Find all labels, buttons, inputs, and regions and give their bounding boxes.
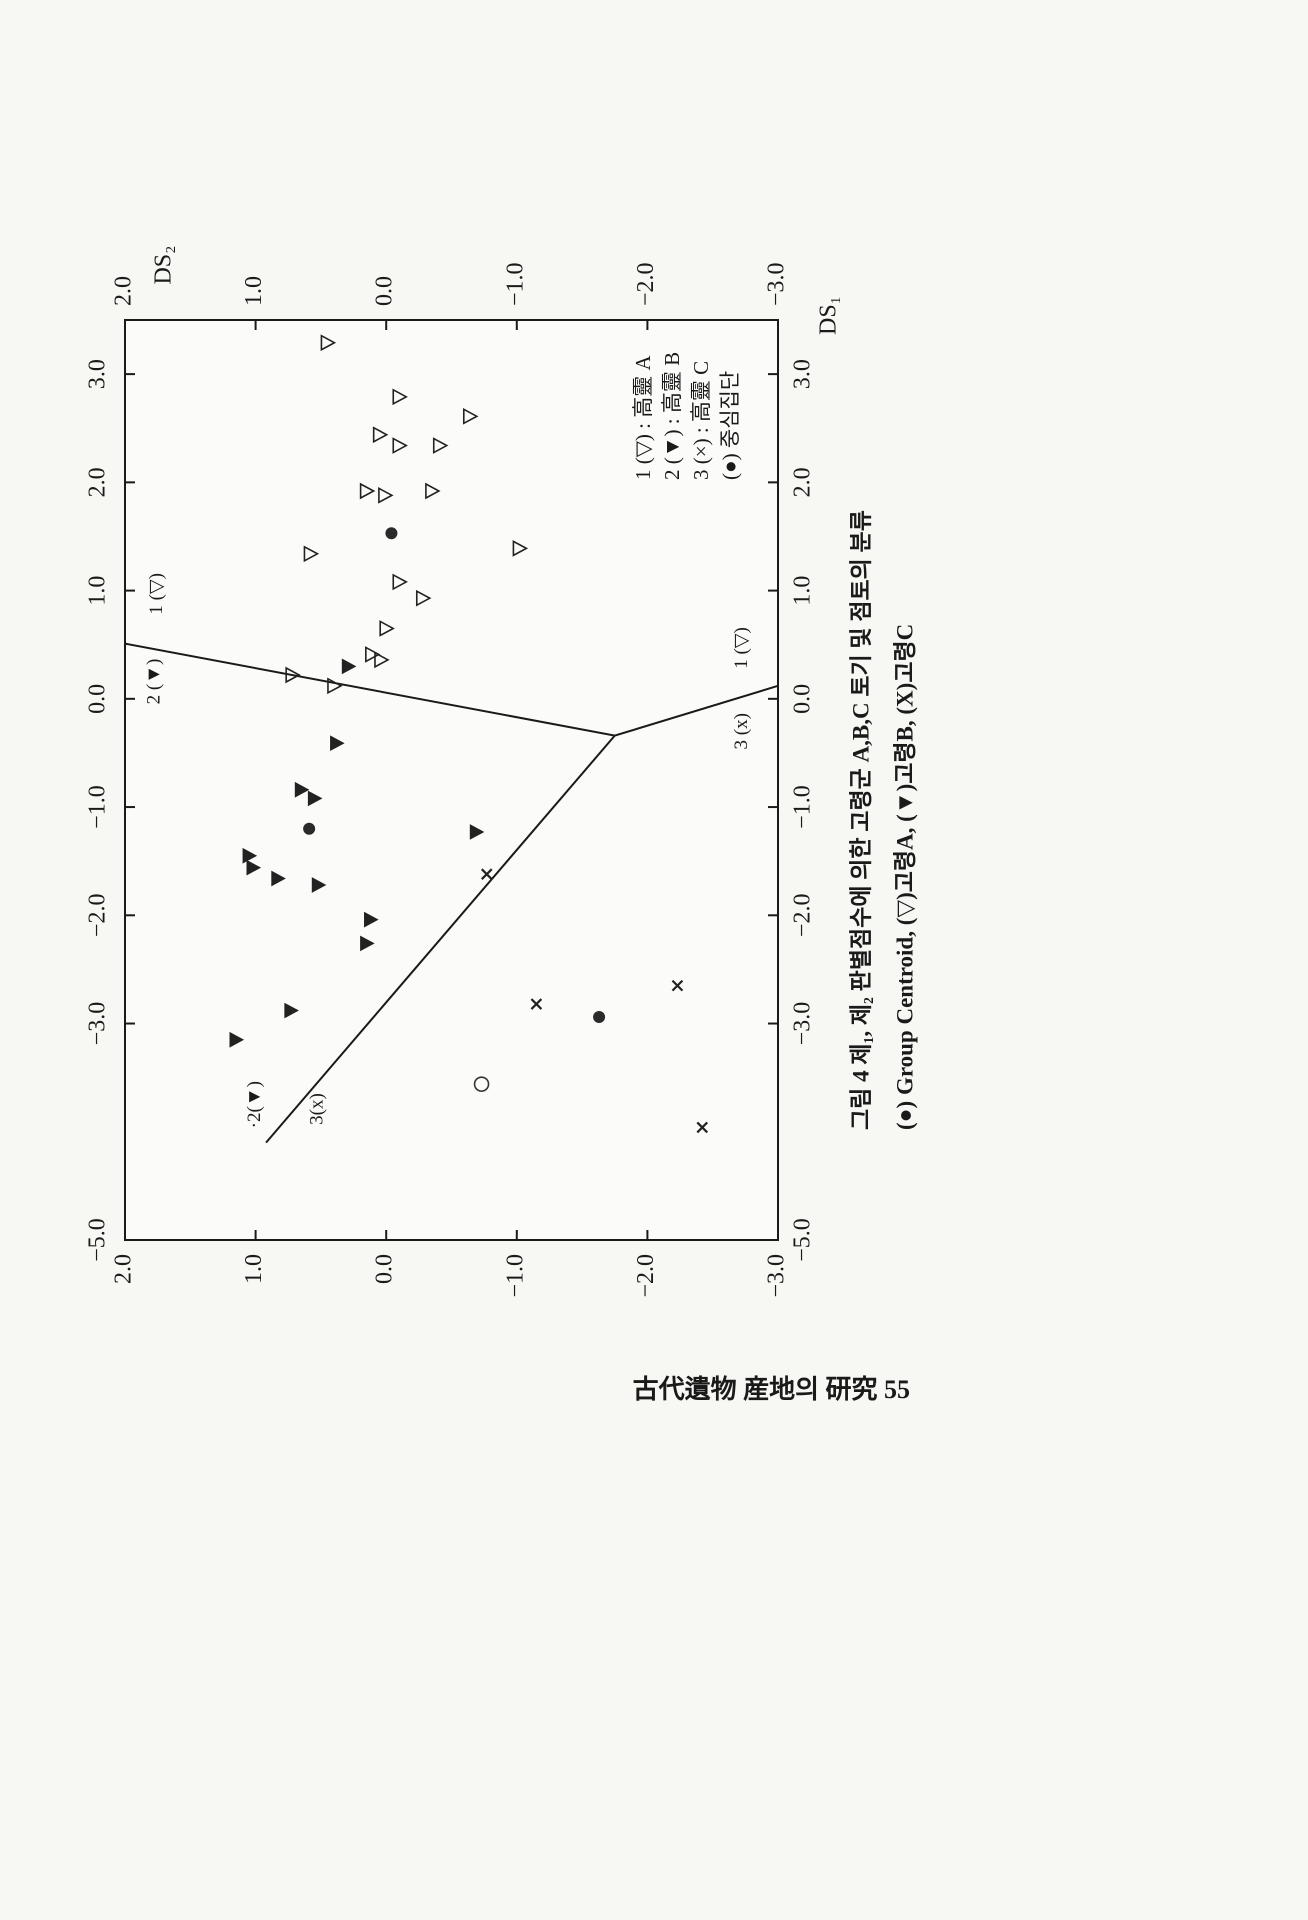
x-tick-label: 2.0 <box>790 467 816 497</box>
point <box>392 573 408 591</box>
point <box>311 877 327 893</box>
x-tick-label: −1.0 <box>85 785 111 829</box>
point <box>320 334 337 352</box>
territory-boundary <box>265 734 616 1144</box>
region-label: 1 (▽) <box>146 573 167 615</box>
point <box>341 658 357 675</box>
point <box>473 1076 490 1092</box>
legend-entry: 1 (▽) : 高靈 A <box>631 355 655 480</box>
x-tick-label: −3.0 <box>790 1002 816 1046</box>
point <box>469 824 485 840</box>
region-label: 2 (▼) <box>143 659 164 705</box>
point <box>432 437 449 454</box>
x-axis-title: DS₁ <box>816 296 842 335</box>
region-label: ·2(▼) <box>244 1081 265 1128</box>
x-tick-label: 2.0 <box>85 467 111 497</box>
point <box>425 482 441 500</box>
x-tick-label: −5.0 <box>85 1218 111 1262</box>
centroid <box>303 822 316 835</box>
region-label: 3 (x) <box>731 713 752 749</box>
point <box>392 437 408 454</box>
point <box>307 790 323 807</box>
point <box>372 426 389 444</box>
point <box>374 651 390 669</box>
y-tick-label: −3.0 <box>764 1254 790 1298</box>
x-tick-label: −2.0 <box>790 894 816 938</box>
y-tick-label: −3.0 <box>764 262 790 306</box>
region-label: 1 (▽) <box>731 627 752 669</box>
x-tick-label: −5.0 <box>790 1218 816 1262</box>
point <box>360 935 375 952</box>
point <box>284 1002 299 1019</box>
x-tick-label: −2.0 <box>85 894 111 938</box>
x-tick-label: 0.0 <box>85 684 111 714</box>
point <box>392 388 408 406</box>
region-label: 3(x) <box>307 1093 328 1125</box>
x-tick-label: −1.0 <box>790 785 816 829</box>
legend-entry: (●) 중심집단 <box>718 371 742 480</box>
point <box>480 868 493 880</box>
point <box>246 859 262 876</box>
y-tick-label: −1.0 <box>502 262 528 306</box>
point <box>530 998 543 1010</box>
point <box>285 666 301 684</box>
centroid <box>593 1011 606 1024</box>
centroid <box>385 527 398 540</box>
point <box>365 646 381 663</box>
y-tick-label: 0.0 <box>372 1254 398 1284</box>
y-tick-label: −2.0 <box>633 262 659 306</box>
page-footer: 古代遺物 産地의 研究 55 <box>633 1375 910 1404</box>
y-tick-label: 2.0 <box>111 276 137 306</box>
point <box>364 911 379 928</box>
y-tick-label: 1.0 <box>241 1254 267 1284</box>
point <box>671 979 684 992</box>
point <box>462 407 479 425</box>
x-tick-label: 1.0 <box>85 576 111 606</box>
point <box>415 589 432 607</box>
point <box>696 1121 709 1134</box>
y-tick-label: 2.0 <box>111 1254 137 1284</box>
y-axis-title: DS₂ <box>151 245 177 284</box>
x-tick-label: 3.0 <box>790 359 816 389</box>
x-tick-label: 1.0 <box>790 576 816 606</box>
point <box>379 620 395 637</box>
x-tick-label: 0.0 <box>790 684 816 714</box>
point <box>512 540 529 557</box>
x-tick-label: 3.0 <box>85 359 111 389</box>
point <box>271 870 286 887</box>
y-tick-label: 1.0 <box>241 276 267 306</box>
x-tick-label: −3.0 <box>85 1002 111 1046</box>
y-tick-label: −1.0 <box>502 1254 528 1298</box>
caption-line: (●) Group Centroid, (▽)고령A, (▼)고령B, (X)고… <box>892 624 917 1130</box>
y-tick-label: 0.0 <box>372 276 398 306</box>
point <box>378 487 394 504</box>
legend-entry: 3 (×) : 高靈 C <box>689 361 713 480</box>
legend-entry: 2 (▼) : 高靈 B <box>660 352 684 480</box>
point <box>303 545 320 563</box>
caption-line: 그림 4 제₁, 제₂ 판별점수에 의한 고령군 A,B,C 토기 및 점토의 … <box>848 510 873 1130</box>
y-tick-label: −2.0 <box>633 1254 659 1298</box>
point <box>330 735 345 752</box>
point <box>242 847 258 864</box>
rotated-chart: DS₂ DS₁ 그림 4 제₁, 제₂ 판별점수에 의한 고령군 A,B,C 토… <box>85 245 918 1297</box>
point <box>294 781 310 798</box>
point <box>229 1031 245 1048</box>
point <box>359 482 376 500</box>
point <box>327 677 343 695</box>
